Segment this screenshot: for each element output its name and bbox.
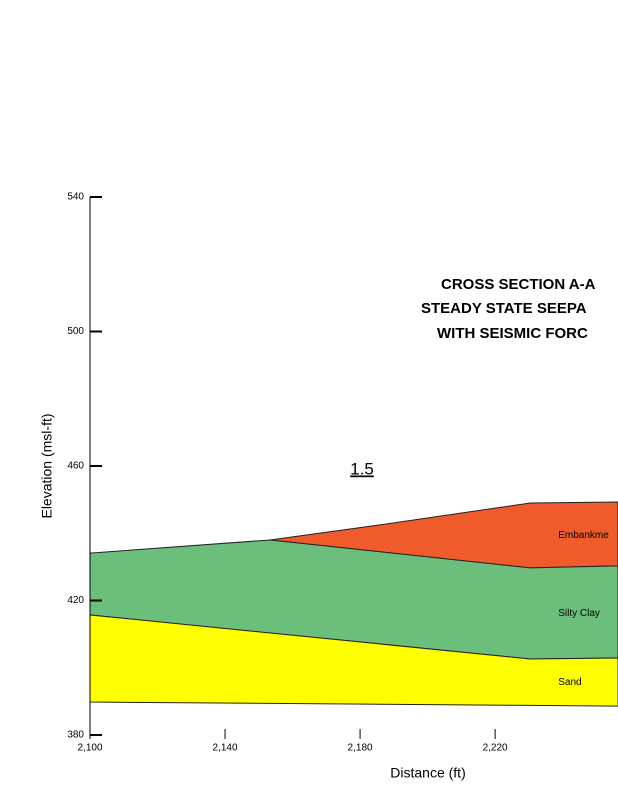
y-tick-label: 500: [67, 326, 84, 337]
y-tick-label: 380: [67, 730, 84, 741]
title-line: CROSS SECTION A-A: [441, 276, 596, 293]
y-tick-label: 460: [67, 461, 84, 472]
y-tick-label: 420: [67, 595, 84, 606]
x-tick-label: 2,220: [483, 743, 508, 754]
x-tick-label: 2,180: [348, 743, 373, 754]
y-axis-title: Elevation (msl-ft): [39, 413, 55, 518]
layer-label: Sand: [558, 677, 581, 688]
y-tick-label: 540: [67, 192, 84, 203]
title-line: WITH SEISMIC FORC: [437, 325, 588, 342]
x-tick-label: 2,100: [77, 743, 102, 754]
x-axis-title: Distance (ft): [390, 765, 465, 781]
layer-label: Silty Clay: [558, 608, 600, 619]
safety-factor: 1.5: [350, 459, 374, 478]
title-line: STEADY STATE SEEPA: [421, 300, 587, 317]
x-tick-label: 2,140: [213, 743, 238, 754]
layer-label: Embankme: [558, 530, 609, 541]
